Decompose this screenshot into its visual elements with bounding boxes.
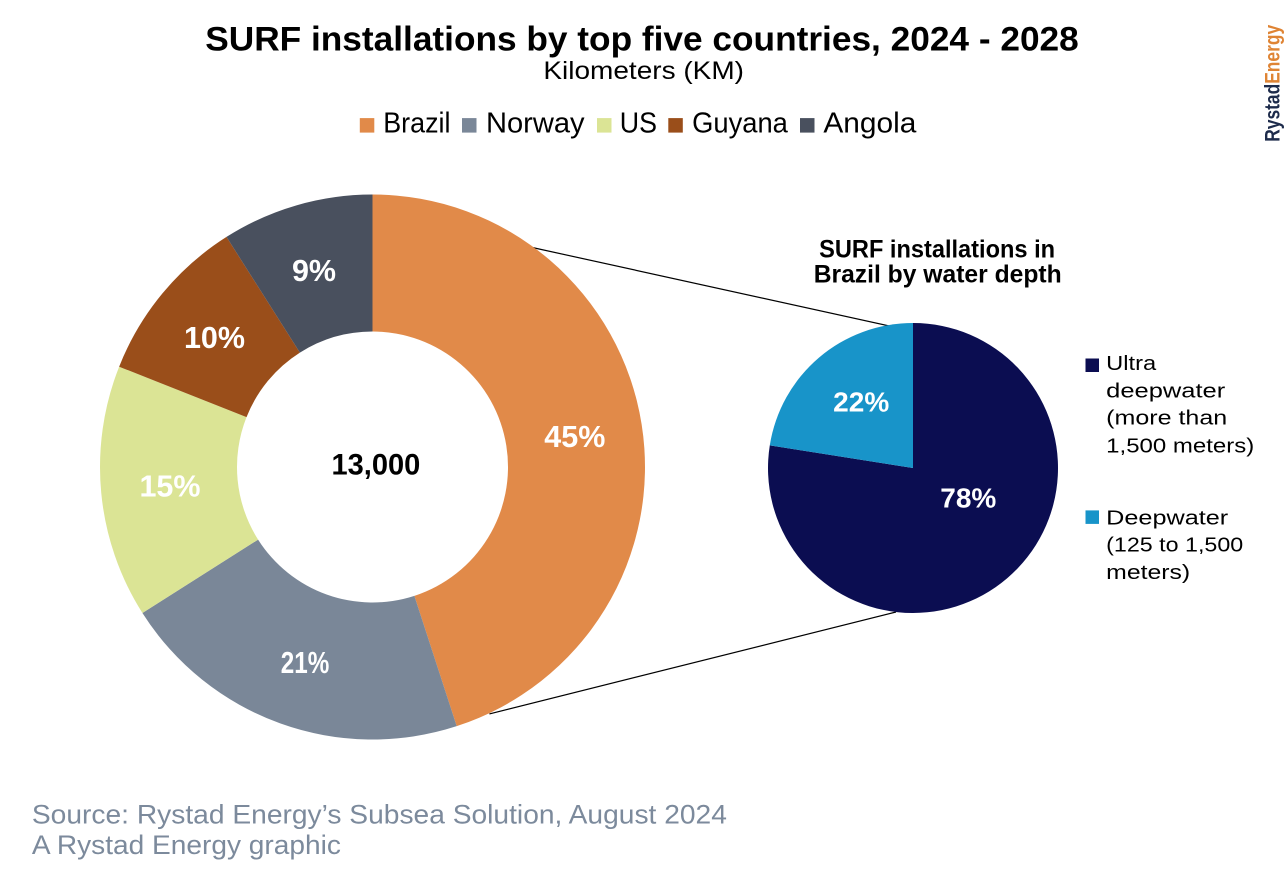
svg-text:Brazil: Brazil [383, 108, 450, 140]
svg-text:22%: 22% [833, 387, 889, 418]
svg-text:Guyana: Guyana [692, 108, 788, 140]
svg-text:15%: 15% [139, 470, 200, 504]
svg-text:meters): meters) [1106, 562, 1190, 584]
svg-text:Deepwater: Deepwater [1106, 507, 1228, 529]
svg-text:9%: 9% [292, 254, 336, 288]
svg-text:Kilometers (KM): Kilometers (KM) [543, 57, 744, 85]
svg-text:deepwater: deepwater [1106, 380, 1225, 402]
svg-text:SURF installations in: SURF installations in [819, 235, 1055, 263]
svg-text:(125 to 1,500: (125 to 1,500 [1106, 535, 1243, 557]
svg-text:Source: Rystad Energy’s Subsea: Source: Rystad Energy’s Subsea Solution,… [32, 800, 727, 830]
svg-text:45%: 45% [544, 420, 605, 454]
svg-text:RystadEnergy: RystadEnergy [1262, 25, 1284, 142]
svg-text:Brazil by water depth: Brazil by water depth [814, 260, 1062, 288]
svg-text:1,500 meters): 1,500 meters) [1106, 436, 1254, 458]
svg-text:(more than: (more than [1106, 408, 1227, 430]
svg-text:78%: 78% [940, 483, 996, 514]
svg-text:Angola: Angola [823, 108, 916, 140]
svg-text:10%: 10% [184, 321, 245, 355]
svg-text:Norway: Norway [486, 108, 585, 140]
svg-text:21%: 21% [281, 646, 330, 680]
svg-text:13,000: 13,000 [332, 448, 421, 481]
svg-text:US: US [620, 108, 657, 140]
svg-text:Ultra: Ultra [1106, 353, 1157, 375]
svg-text:SURF installations by top five: SURF installations by top five countries… [205, 20, 1079, 58]
svg-text:A Rystad Energy graphic: A Rystad Energy graphic [32, 830, 341, 860]
